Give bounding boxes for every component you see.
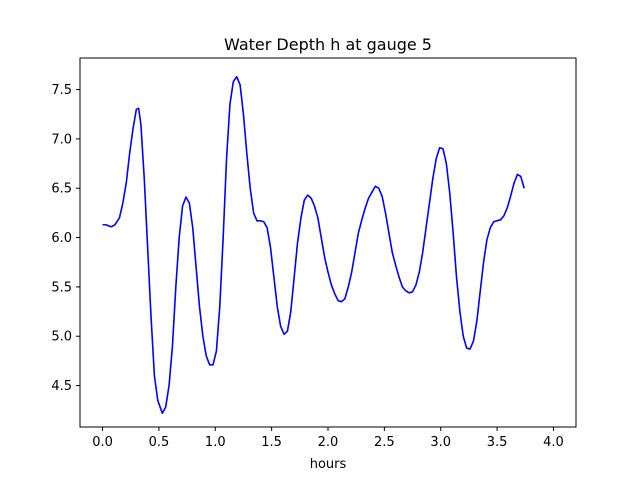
- y-tick-label: 6.5: [51, 182, 72, 197]
- x-tick-label: 2.0: [318, 435, 339, 450]
- x-tick-label: 1.0: [205, 435, 226, 450]
- x-tick-label: 2.5: [374, 435, 395, 450]
- x-tick-label: 4.0: [543, 435, 564, 450]
- x-tick-label: 0.5: [149, 435, 170, 450]
- series-line-0: [102, 75, 525, 414]
- y-tick-label: 6.0: [51, 231, 72, 246]
- x-axis-ticks: 0.0 0.5 1.0 1.5 2.0 2.5 3.0 3.5 4.0: [92, 427, 564, 450]
- y-axis-ticks: 4.5 5.0 5.5 6.0 6.5 7.0 7.5: [51, 83, 80, 394]
- chart-title: Water Depth h at gauge 5: [224, 35, 432, 54]
- x-tick-label: 3.0: [430, 435, 451, 450]
- y-tick-label: 5.0: [51, 330, 72, 345]
- x-axis-label: hours: [310, 457, 347, 472]
- y-tick-label: 4.5: [51, 379, 72, 394]
- x-tick-label: 3.5: [487, 435, 508, 450]
- x-tick-label: 1.5: [261, 435, 282, 450]
- y-tick-label: 7.5: [51, 83, 72, 98]
- x-tick-label: 0.0: [92, 435, 113, 450]
- series-line-group: [102, 75, 525, 414]
- y-tick-label: 7.0: [51, 132, 72, 147]
- plot-frame: [79, 57, 577, 428]
- y-tick-label: 5.5: [51, 280, 72, 295]
